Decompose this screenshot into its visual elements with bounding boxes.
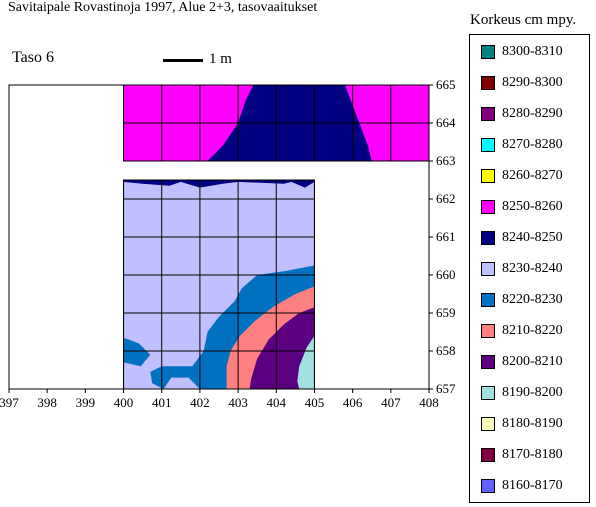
y-tick-label: 664 (436, 115, 456, 130)
legend-swatch (481, 107, 495, 121)
scale-bar (163, 59, 203, 62)
contour-zone (297, 335, 315, 389)
legend: 8300-8310 8290-8300 8280-8290 8270-8280 … (469, 34, 590, 503)
legend-swatch (481, 293, 495, 307)
legend-label: 8210-8220 (502, 323, 563, 338)
y-tick-label: 661 (436, 229, 456, 244)
legend-label: 8190-8200 (502, 385, 563, 400)
legend-item: 8190-8200 (481, 385, 563, 401)
x-tick-label: 397 (0, 395, 19, 410)
legend-swatch (481, 262, 495, 276)
legend-label: 8270-8280 (502, 137, 563, 152)
legend-item: 8230-8240 (481, 261, 563, 277)
legend-swatch (481, 45, 495, 59)
legend-swatch (481, 355, 495, 369)
legend-swatch (481, 448, 495, 462)
legend-label: 8240-8250 (502, 230, 563, 245)
contour-zone (249, 307, 315, 389)
legend-label: 8300-8310 (502, 44, 563, 59)
legend-swatch (481, 169, 495, 183)
legend-item: 8250-8260 (481, 199, 563, 215)
legend-item: 8180-8190 (481, 416, 563, 432)
x-tick-label: 407 (381, 395, 401, 410)
legend-label: 8220-8230 (502, 292, 563, 307)
legend-swatch (481, 76, 495, 90)
legend-swatch (481, 386, 495, 400)
legend-label: 8230-8240 (502, 261, 563, 276)
y-tick-label: 660 (436, 267, 456, 282)
scale-bar-label: 1 m (209, 51, 232, 67)
y-tick-label: 662 (436, 191, 456, 206)
legend-swatch (481, 479, 495, 493)
legend-item: 8280-8290 (481, 106, 563, 122)
x-tick-label: 408 (419, 395, 439, 410)
legend-label: 8280-8290 (502, 106, 563, 121)
x-tick-label: 405 (305, 395, 325, 410)
legend-swatch (481, 200, 495, 214)
legend-item: 8160-8170 (481, 478, 563, 494)
y-tick-label: 665 (436, 77, 456, 92)
legend-label: 8160-8170 (502, 478, 563, 493)
legend-swatch (481, 138, 495, 152)
legend-item: 8240-8250 (481, 230, 563, 246)
y-tick-label: 657 (436, 381, 456, 396)
y-tick-label: 658 (436, 343, 456, 358)
x-tick-label: 403 (228, 395, 248, 410)
legend-label: 8180-8190 (502, 416, 563, 431)
x-tick-label: 404 (267, 395, 287, 410)
y-tick-label: 663 (436, 153, 456, 168)
contour-zone (123, 180, 315, 188)
legend-item: 8220-8230 (481, 292, 563, 308)
legend-swatch (481, 417, 495, 431)
legend-item: 8210-8220 (481, 323, 563, 339)
x-tick-label: 401 (152, 395, 172, 410)
legend-label: 8290-8300 (502, 75, 563, 90)
x-tick-label: 398 (37, 395, 57, 410)
y-axis-ticks: 657 658 659 660 661 662 663 664 665 (429, 77, 456, 396)
legend-label: 8170-8180 (502, 447, 563, 462)
legend-label: 8260-8270 (502, 168, 563, 183)
level-label: Taso 6 (12, 49, 54, 66)
legend-item: 8260-8270 (481, 168, 563, 184)
x-axis-ticks: 397 398 399 400 401 402 403 404 405 406 407 408 (0, 389, 439, 410)
legend-item: 8300-8310 (481, 44, 563, 60)
legend-title: Korkeus cm mpy. (470, 12, 577, 28)
x-tick-label: 399 (76, 395, 96, 410)
x-tick-label: 406 (343, 395, 363, 410)
chart-title: Savitaipale Rovastinoja 1997, Alue 2+3, … (8, 0, 318, 15)
legend-label: 8250-8260 (502, 199, 563, 214)
contour-zone (123, 337, 151, 367)
legend-item: 8170-8180 (481, 447, 563, 463)
legend-item: 8270-8280 (481, 137, 563, 153)
legend-item: 8200-8210 (481, 354, 563, 370)
y-tick-label: 659 (436, 305, 456, 320)
legend-swatch (481, 324, 495, 338)
legend-item: 8290-8300 (481, 75, 563, 91)
x-tick-label: 402 (190, 395, 210, 410)
x-tick-label: 400 (114, 395, 134, 410)
legend-swatch (481, 231, 495, 245)
legend-label: 8200-8210 (502, 354, 563, 369)
